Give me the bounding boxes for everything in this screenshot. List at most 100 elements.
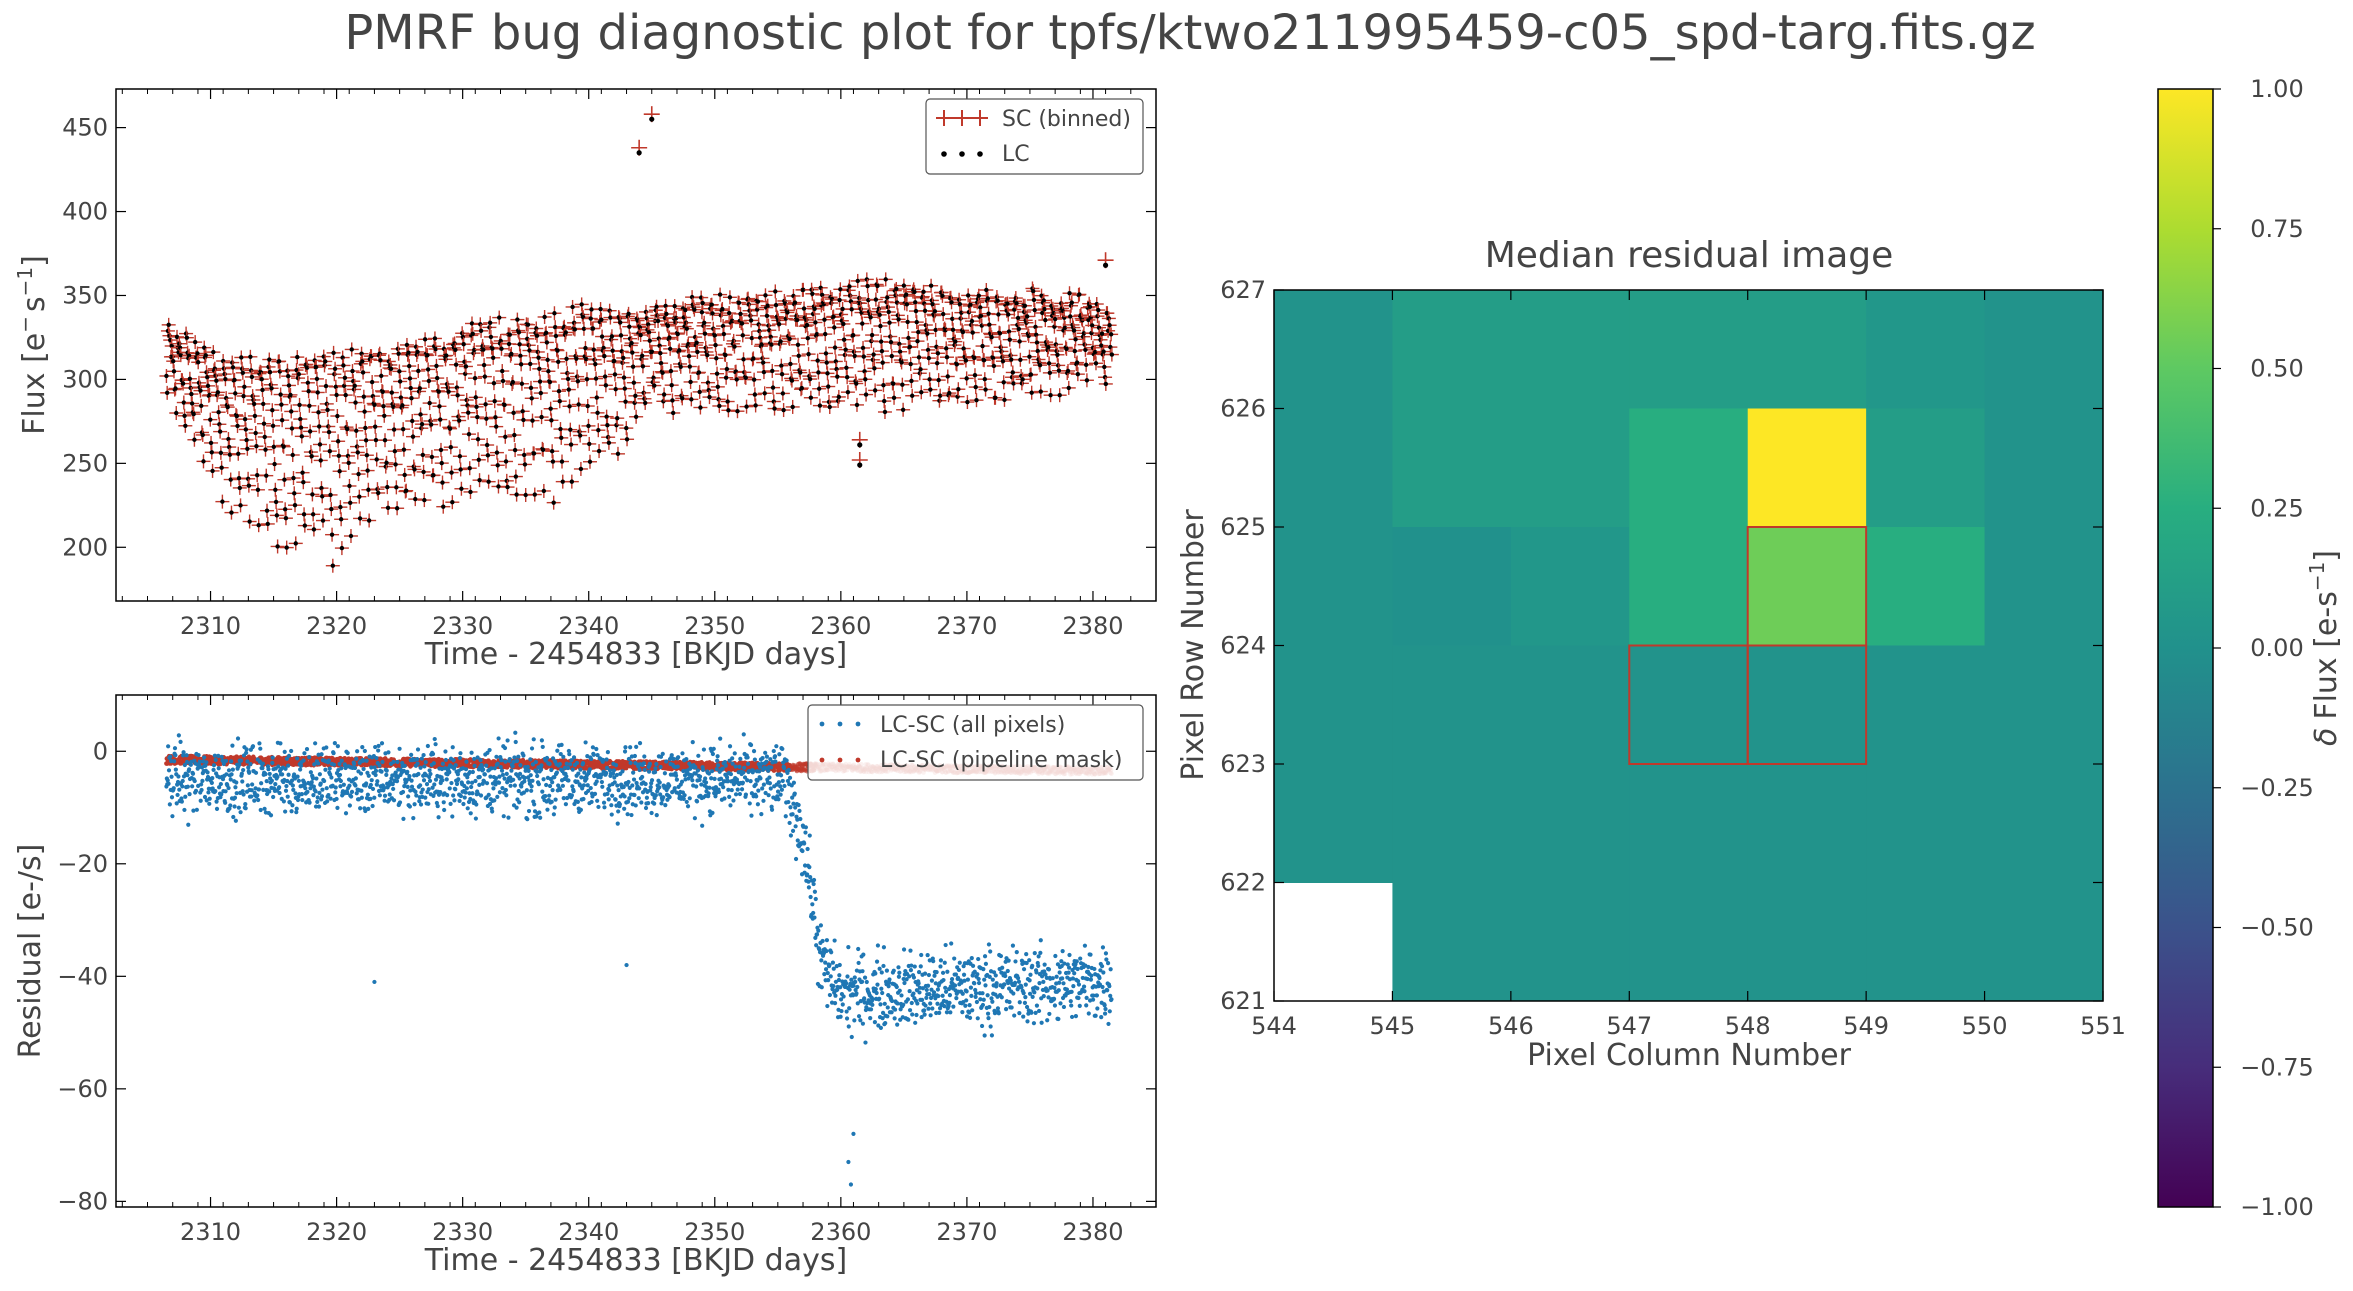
flux-xtick-label: 2330 — [432, 612, 493, 640]
lc-point — [556, 359, 561, 364]
lc-point — [1057, 392, 1062, 398]
lc-point — [694, 340, 699, 345]
lc-point — [195, 360, 201, 365]
lc-point — [475, 437, 481, 442]
lc-point — [937, 393, 943, 398]
lc-point — [1011, 381, 1016, 386]
lc-point — [586, 423, 591, 429]
lc-point — [990, 355, 996, 361]
lc-point — [876, 306, 882, 312]
lc-point — [686, 353, 692, 359]
lc-point — [862, 369, 867, 374]
lc-point — [661, 392, 667, 397]
lc-point — [336, 453, 342, 459]
lc-point — [907, 344, 913, 350]
lc-point — [773, 289, 778, 294]
lc-point — [921, 289, 926, 295]
lc-point — [731, 338, 736, 344]
lc-point — [385, 505, 391, 510]
lc-point — [854, 381, 859, 386]
lc-point — [766, 323, 771, 328]
lc-point — [870, 357, 876, 362]
lc-point — [493, 415, 498, 420]
lc-point — [1013, 295, 1019, 301]
lc-point — [474, 404, 479, 410]
figure-title: PMRF bug diagnostic plot for tpfs/ktwo21… — [344, 5, 2035, 61]
lc-point — [978, 305, 983, 310]
lc-point — [233, 391, 238, 396]
lc-point — [918, 367, 923, 372]
lc-point — [242, 384, 247, 390]
lc-point — [816, 386, 822, 391]
lc-point — [536, 355, 541, 360]
lc-point — [455, 393, 460, 398]
lc-point — [481, 347, 486, 352]
lc-point — [868, 315, 873, 320]
lc-point — [422, 337, 428, 342]
lc-point — [422, 497, 427, 503]
lc-point — [436, 389, 441, 394]
lc-point — [609, 334, 615, 339]
lc-point — [1017, 339, 1022, 344]
lc-point — [183, 331, 189, 336]
lc-point — [262, 434, 267, 440]
lc-point — [1068, 314, 1073, 319]
lc-point — [996, 312, 1001, 317]
lc-point — [338, 517, 344, 522]
lc-point — [1018, 357, 1023, 362]
lc-point — [714, 371, 720, 376]
lc-point — [960, 329, 966, 335]
lc-point — [702, 331, 708, 336]
lc-point — [327, 448, 332, 454]
lc-point — [496, 484, 501, 489]
lc-point — [544, 340, 550, 345]
lc-point — [804, 322, 810, 328]
lc-point — [878, 323, 883, 329]
lc-point — [537, 379, 543, 384]
lc-point — [740, 333, 745, 338]
lc-point — [1001, 380, 1006, 385]
lc-point — [239, 366, 245, 371]
lc-point — [1008, 353, 1013, 358]
lc-point — [771, 399, 776, 404]
lc-point — [795, 342, 801, 347]
lc-point — [576, 402, 581, 407]
lc-point — [531, 451, 537, 456]
lc-point — [606, 440, 612, 446]
lc-point — [809, 287, 814, 292]
lc-point — [456, 414, 461, 419]
lc-point — [1064, 346, 1069, 352]
lc-point — [615, 415, 620, 421]
lc-point — [611, 358, 617, 364]
lc-point — [408, 385, 413, 391]
lc-point — [238, 503, 243, 508]
lc-point — [389, 390, 395, 395]
lc-point — [331, 350, 336, 356]
lc-point — [1046, 344, 1051, 350]
lc-point — [841, 337, 847, 342]
lc-point — [1024, 320, 1029, 325]
lc-point — [564, 356, 569, 361]
lc-point — [972, 373, 978, 378]
lc-point — [899, 360, 904, 365]
lc-point — [1084, 378, 1090, 383]
lc-point — [658, 350, 663, 356]
lc-point — [391, 404, 396, 410]
lc-point — [631, 380, 637, 385]
lc-point — [991, 363, 997, 369]
lc-point — [265, 521, 270, 527]
lc-point — [492, 398, 497, 404]
lc-point — [598, 306, 603, 312]
lc-point — [1069, 300, 1074, 305]
lc-point — [664, 311, 669, 317]
lc-point — [601, 345, 606, 351]
lc-point — [180, 381, 186, 386]
lc-point — [385, 484, 390, 490]
lc-point — [199, 403, 204, 409]
lc-point — [285, 373, 291, 379]
lc-point — [223, 395, 229, 401]
lc-point — [727, 295, 733, 300]
lc-point — [401, 447, 407, 452]
lc-point — [930, 302, 935, 307]
lc-point — [360, 370, 366, 375]
